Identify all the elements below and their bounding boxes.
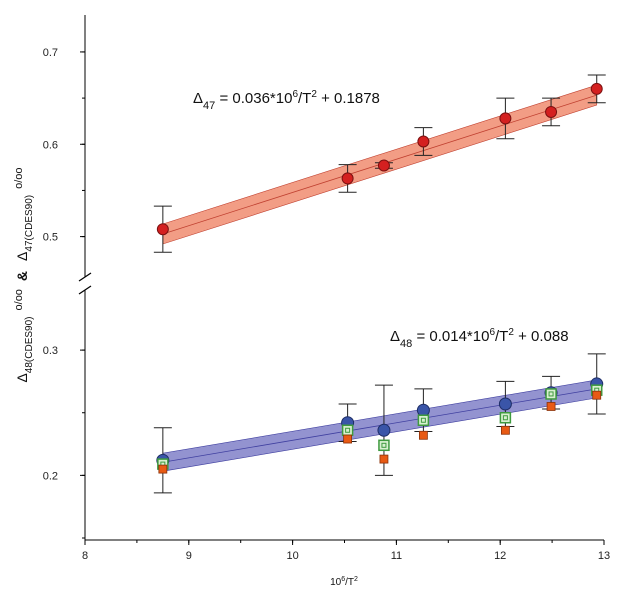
y-title-lower-sub: 48(CDES90) (24, 316, 35, 373)
delta48-open-square-inner (381, 442, 387, 448)
upper-eq-sup2: 2 (311, 89, 317, 100)
upper-eq-sub: 47 (203, 100, 215, 112)
y-tick-label-upper: 0.5 (43, 232, 58, 244)
upper-equation: Δ47 = 0.036*106/T2 + 0.1878 (193, 89, 380, 112)
upper-eq-text: = 0.036*10 (215, 90, 292, 107)
y-tick-label-lower: 0.2 (43, 470, 58, 482)
upper-eq-sup: 6 (292, 89, 298, 100)
x-title-base: 10 (330, 577, 342, 588)
x-tick-label: 12 (494, 550, 506, 562)
delta47-point (590, 82, 603, 95)
delta47-point (377, 159, 390, 172)
lower-eq-text: = 0.014*10 (412, 328, 489, 345)
axis-break-mark (78, 285, 92, 295)
lower-eq-sub: 48 (400, 338, 412, 350)
delta48-open-square-point (341, 424, 354, 437)
x-axis-title: 106/T2 (330, 576, 358, 588)
axis-break-mark (78, 272, 92, 282)
fit-bands (162, 84, 598, 472)
y-tick-label-upper: 0.6 (43, 139, 58, 151)
lower-eq-delta: Δ (390, 328, 400, 345)
delta48-open-square-point (499, 411, 512, 424)
x-tick-label: 10 (286, 550, 298, 562)
delta48-open-square-inner (502, 415, 508, 421)
delta48-square-point (592, 390, 602, 400)
y-title-upper-sub: 47(CDES90) (24, 195, 35, 252)
y-title-lower-unit: o/oo (13, 289, 25, 310)
lower-eq-text3: + 0.088 (514, 328, 569, 345)
lower-equation: Δ48 = 0.014*106/T2 + 0.088 (390, 327, 569, 350)
delta47-point (499, 112, 512, 125)
x-tick-label: 9 (186, 550, 192, 562)
delta48-square-point (546, 402, 556, 411)
x-tick-label: 8 (82, 550, 88, 562)
delta48-open-square-inner (345, 427, 351, 433)
delta48-square-point (500, 425, 510, 435)
y-title-upper-unit: o/oo (13, 167, 25, 188)
y-tick-label-upper: 0.7 (43, 47, 58, 59)
y-title-lower-delta: Δ (14, 373, 30, 382)
delta48-open-square-inner (420, 417, 426, 423)
delta48-square-point (418, 430, 428, 440)
lower-eq-sup2: 2 (508, 327, 514, 338)
delta48-square-point (343, 434, 353, 444)
delta47-point (341, 172, 354, 185)
delta48-open-square-point (378, 439, 390, 452)
x-tick-label: 11 (391, 550, 402, 562)
delta47-point (417, 135, 430, 148)
x-title-rest: /T (345, 577, 354, 588)
lower-eq-sup: 6 (489, 327, 495, 338)
delta48-open-square-point (417, 414, 430, 427)
x-tick-label: 13 (598, 550, 610, 562)
delta48-open-square-inner (548, 391, 554, 397)
delta47-point (545, 105, 558, 118)
upper-eq-text3: + 0.1878 (317, 90, 380, 107)
upper-eq-text2: /T (298, 90, 311, 107)
data-markers (156, 82, 604, 474)
lower-eq-text2: /T (495, 328, 508, 345)
delta48-circle-point (377, 423, 391, 437)
delta48-square-point (158, 464, 168, 474)
delta48-square-point (379, 454, 389, 464)
delta48-circle-point (498, 397, 512, 411)
x-title-sup: 6 (341, 576, 345, 583)
y-axis-title: Δ48(CDES90)o/oo&Δ47(CDES90)o/oo (13, 167, 35, 382)
y-tick-label-lower: 0.3 (43, 345, 58, 357)
y-title-amp: & (14, 271, 30, 281)
delta47-point (156, 223, 169, 236)
delta48-open-square-point (545, 388, 557, 400)
x-title-sup2: 2 (354, 576, 358, 583)
delta48-circle-point (416, 403, 430, 417)
y-title-upper-delta: Δ (14, 252, 30, 261)
axes (78, 15, 605, 545)
tick-labels: 8 9 10 11 12 13 0.5 0.6 0.7 0.2 0.3 (43, 47, 610, 562)
upper-eq-delta: Δ (193, 90, 203, 107)
